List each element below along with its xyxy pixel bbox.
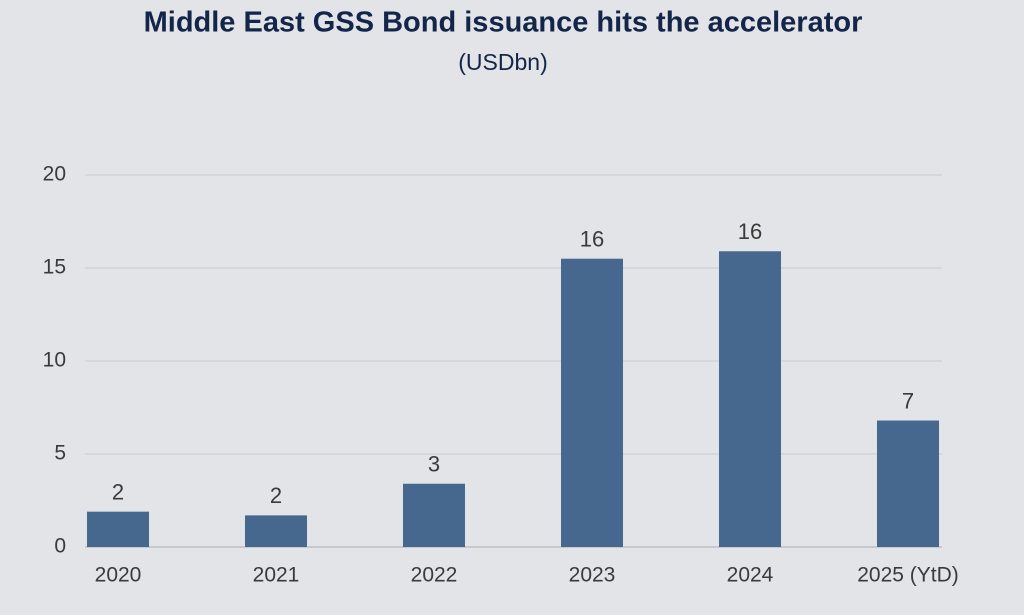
value-label: 16 (580, 227, 604, 252)
y-tick-label: 15 (43, 256, 66, 279)
value-label: 16 (738, 219, 762, 244)
value-label: 7 (902, 388, 914, 413)
value-label: 2 (270, 483, 282, 508)
x-tick-label: 2020 (95, 564, 142, 587)
bar (719, 251, 781, 547)
bar (877, 420, 939, 547)
y-tick-label: 10 (43, 349, 66, 372)
y-tick-label: 20 (43, 163, 66, 186)
bar (403, 483, 465, 547)
y-tick-label: 0 (54, 535, 66, 558)
x-tick-label: 2025 (YtD) (857, 564, 959, 587)
x-tick-label: 2021 (253, 564, 300, 587)
bar (561, 258, 623, 547)
chart-title: Middle East GSS Bond issuance hits the a… (144, 7, 863, 39)
x-tick-label: 2022 (411, 564, 458, 587)
bar (245, 515, 307, 547)
x-tick-label: 2024 (727, 564, 774, 587)
value-label: 3 (428, 452, 440, 477)
x-tick-label: 2023 (569, 564, 616, 587)
value-label: 2 (112, 479, 124, 504)
bar (87, 511, 149, 547)
chart-subtitle: (USDbn) (458, 49, 547, 75)
y-tick-label: 5 (54, 442, 66, 465)
